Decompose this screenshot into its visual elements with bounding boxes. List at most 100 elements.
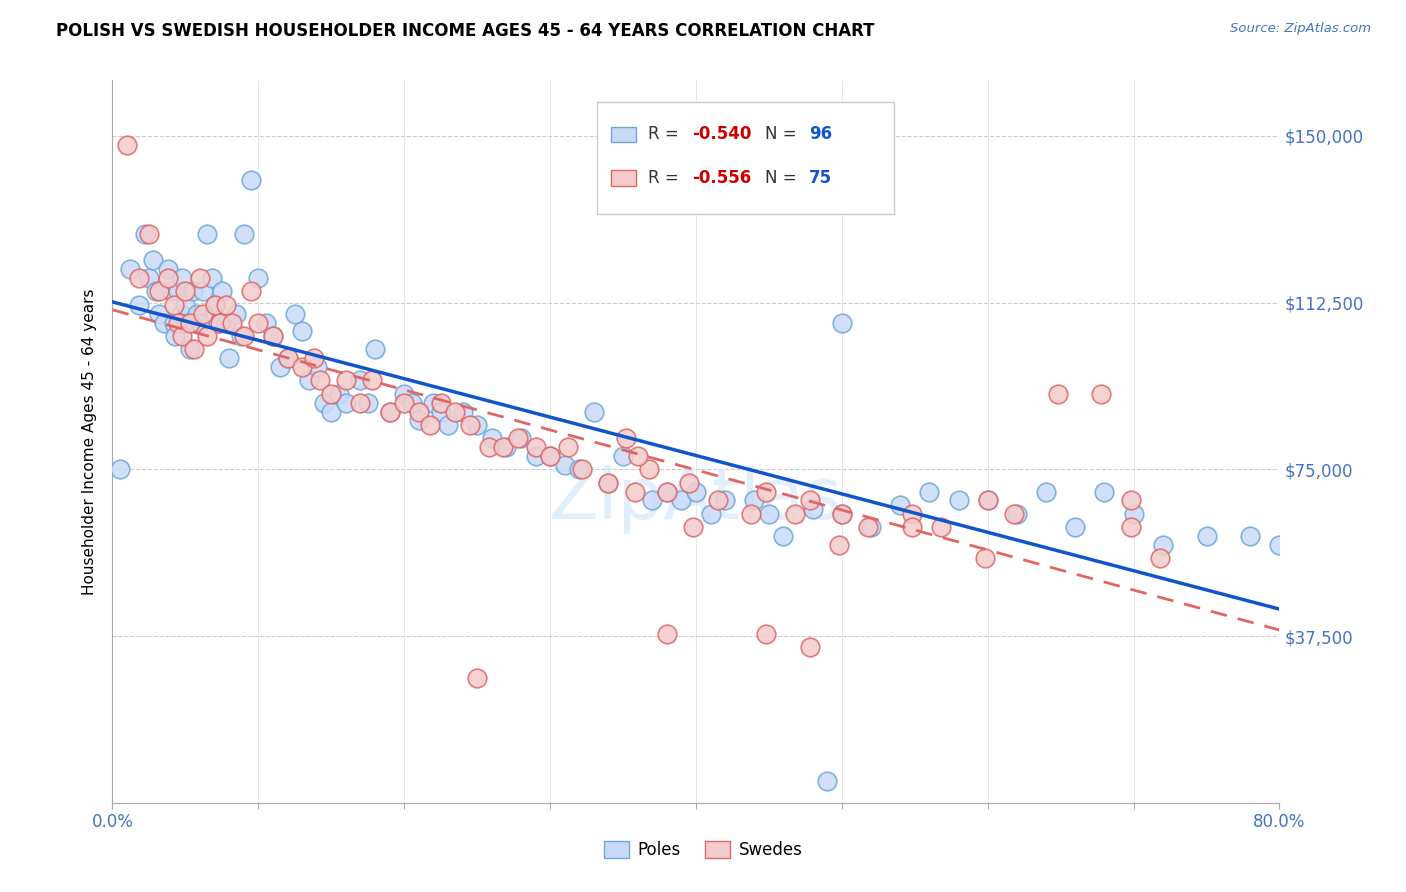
Point [148, 307, 170, 321]
Point [1268, 538, 1291, 552]
Point [204, 298, 226, 312]
Point [349, 395, 371, 409]
Point [328, 386, 350, 401]
Point [1064, 520, 1087, 534]
Point [357, 395, 380, 409]
Point [582, 404, 605, 418]
Point [229, 329, 252, 343]
Point [138, 227, 160, 241]
Point [152, 316, 174, 330]
Bar [610, 127, 637, 143]
Point [408, 413, 430, 427]
Text: N =: N = [765, 169, 801, 186]
Point [394, 395, 416, 409]
Point [856, 520, 879, 534]
Point [312, 395, 335, 409]
Point [655, 484, 678, 499]
Text: POLISH VS SWEDISH HOUSEHOLDER INCOME AGES 45 - 64 YEARS CORRELATION CHART: POLISH VS SWEDISH HOUSEHOLDER INCOME AGE… [56, 22, 875, 40]
Point [571, 462, 593, 476]
Point [772, 529, 794, 543]
Text: -0.556: -0.556 [693, 169, 752, 186]
Point [465, 417, 488, 432]
Point [495, 440, 517, 454]
Point [976, 493, 998, 508]
Point [163, 298, 186, 312]
Point [364, 343, 387, 357]
Point [623, 484, 645, 499]
Point [170, 307, 193, 321]
Point [174, 298, 197, 312]
Point [831, 507, 853, 521]
Point [262, 329, 284, 343]
Point [506, 431, 529, 445]
Point [247, 316, 270, 330]
Point [174, 285, 197, 299]
Point [142, 253, 165, 268]
Point [167, 285, 190, 299]
Point [538, 449, 561, 463]
Point [1152, 538, 1174, 552]
Point [215, 298, 238, 312]
Point [269, 360, 291, 375]
Point [378, 404, 401, 418]
Text: 75: 75 [810, 169, 832, 186]
Point [191, 285, 214, 299]
Point [422, 395, 444, 409]
Text: R =: R = [648, 126, 685, 144]
Point [509, 431, 531, 445]
Point [335, 395, 357, 409]
Text: Source: ZipAtlas.com: Source: ZipAtlas.com [1230, 22, 1371, 36]
Point [627, 449, 650, 463]
Text: R =: R = [648, 169, 685, 186]
Point [183, 343, 205, 357]
Point [1195, 529, 1218, 543]
Point [408, 404, 430, 418]
Point [655, 484, 678, 499]
Point [682, 520, 704, 534]
Point [225, 307, 247, 321]
Point [429, 395, 451, 409]
Point [401, 395, 423, 409]
Point [207, 316, 229, 330]
Point [557, 440, 579, 454]
Point [918, 484, 941, 499]
Point [641, 493, 664, 508]
Bar [610, 169, 637, 186]
Point [1094, 484, 1116, 499]
Point [291, 325, 314, 339]
Point [321, 386, 343, 401]
Text: 96: 96 [810, 126, 832, 144]
Point [758, 507, 780, 521]
Point [492, 440, 515, 454]
Point [361, 373, 384, 387]
Point [828, 538, 851, 552]
Point [298, 373, 321, 387]
Point [276, 351, 298, 366]
Point [799, 640, 821, 655]
Point [568, 462, 591, 476]
Point [785, 507, 807, 521]
Point [160, 285, 183, 299]
Point [209, 316, 232, 330]
Point [156, 271, 179, 285]
Point [458, 417, 481, 432]
Point [860, 520, 883, 534]
Legend: Poles, Swedes: Poles, Swedes [598, 834, 808, 866]
Point [554, 458, 576, 472]
Point [195, 329, 218, 343]
Point [195, 227, 218, 241]
Point [308, 373, 330, 387]
Point [1119, 493, 1142, 508]
Point [128, 271, 150, 285]
Point [1119, 520, 1142, 534]
Point [211, 285, 233, 299]
Point [1149, 551, 1171, 566]
Point [305, 360, 328, 375]
Point [1046, 386, 1069, 401]
Point [276, 351, 298, 366]
Point [188, 271, 211, 285]
Point [118, 262, 141, 277]
Point [1035, 484, 1057, 499]
Point [394, 386, 416, 401]
Point [451, 404, 474, 418]
